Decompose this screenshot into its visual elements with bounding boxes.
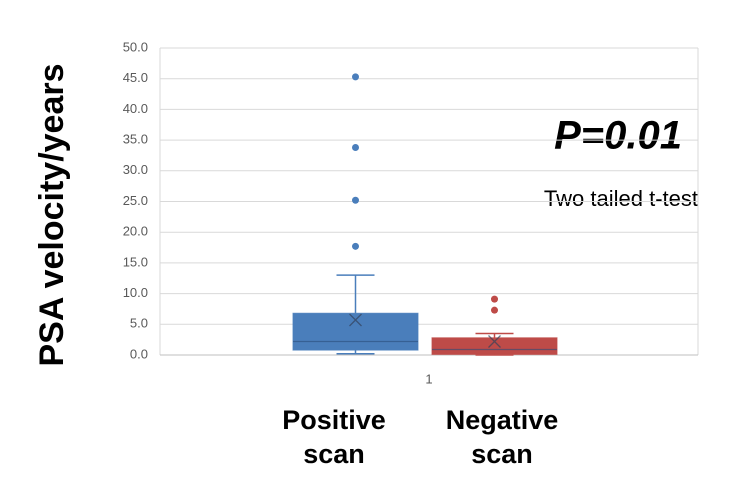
y-tick-label: 50.0 (123, 39, 148, 54)
y-tick-label: 25.0 (123, 193, 148, 208)
box (431, 337, 558, 355)
y-tick-label: 40.0 (123, 101, 148, 116)
y-tick-label: 5.0 (130, 316, 148, 331)
y-axis-label: PSA velocity/years (33, 63, 71, 366)
y-tick-label: 0.0 (130, 346, 148, 361)
outlier (491, 295, 498, 303)
y-tick-label: 30.0 (123, 162, 148, 177)
mean-marker (349, 313, 362, 327)
y-tick-label: 20.0 (123, 224, 148, 239)
y-tick-label: 45.0 (123, 70, 148, 85)
mean-marker (488, 335, 501, 348)
box (292, 312, 419, 351)
y-tick-label: 10.0 (123, 285, 148, 300)
x-tick-label: 1 (425, 371, 432, 386)
legend-label: Positive scan (282, 405, 386, 469)
y-tick-label: 35.0 (123, 132, 148, 147)
annotation: Two tailed t-test (544, 186, 698, 211)
outlier (352, 242, 359, 250)
annotation: P=0.01 (554, 114, 682, 158)
outlier (352, 73, 359, 81)
outlier (352, 143, 359, 151)
outlier (352, 196, 359, 204)
legend-label: Negative scan (445, 405, 559, 469)
y-tick-label: 15.0 (123, 254, 148, 269)
outlier (491, 306, 498, 314)
